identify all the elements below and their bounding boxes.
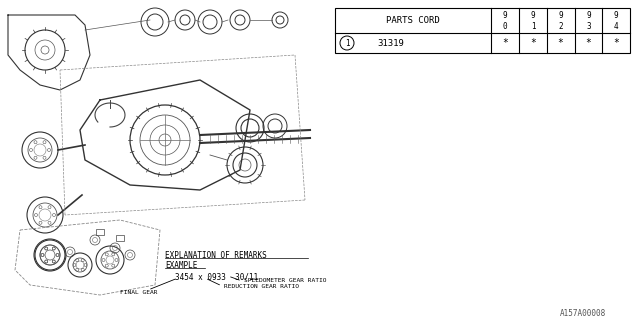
Text: 3454 x 0933  30/11: 3454 x 0933 30/11 [175, 273, 259, 282]
Text: 31319: 31319 [377, 38, 404, 47]
Text: 4: 4 [614, 21, 618, 30]
Text: 9: 9 [586, 11, 591, 20]
Text: 3: 3 [586, 21, 591, 30]
Text: 9: 9 [531, 11, 535, 20]
Bar [96, 229, 104, 235]
Text: SPEEDOMETER GEAR RATIO: SPEEDOMETER GEAR RATIO [244, 278, 326, 284]
Bar [116, 235, 124, 241]
Text: *: * [502, 38, 508, 48]
Text: 9: 9 [503, 11, 508, 20]
Text: *: * [613, 38, 619, 48]
Text: EXPLANATION OF REMARKS: EXPLANATION OF REMARKS [165, 251, 267, 260]
Text: *: * [586, 38, 591, 48]
Bar [335, 8, 630, 53]
Text: EXAMPLE: EXAMPLE [165, 260, 197, 269]
Text: *: * [557, 38, 564, 48]
Text: 2: 2 [558, 21, 563, 30]
Text: 9: 9 [558, 11, 563, 20]
Text: PARTS CORD: PARTS CORD [387, 16, 440, 25]
Text: 1: 1 [531, 21, 535, 30]
Text: 1: 1 [345, 38, 349, 47]
Text: 0: 0 [503, 21, 508, 30]
Text: 9: 9 [614, 11, 618, 20]
Text: *: * [530, 38, 536, 48]
Text: FINAL GEAR: FINAL GEAR [120, 290, 157, 294]
Text: REDUCTION GEAR RATIO: REDUCTION GEAR RATIO [224, 284, 299, 289]
Text: A157A00008: A157A00008 [560, 309, 606, 318]
